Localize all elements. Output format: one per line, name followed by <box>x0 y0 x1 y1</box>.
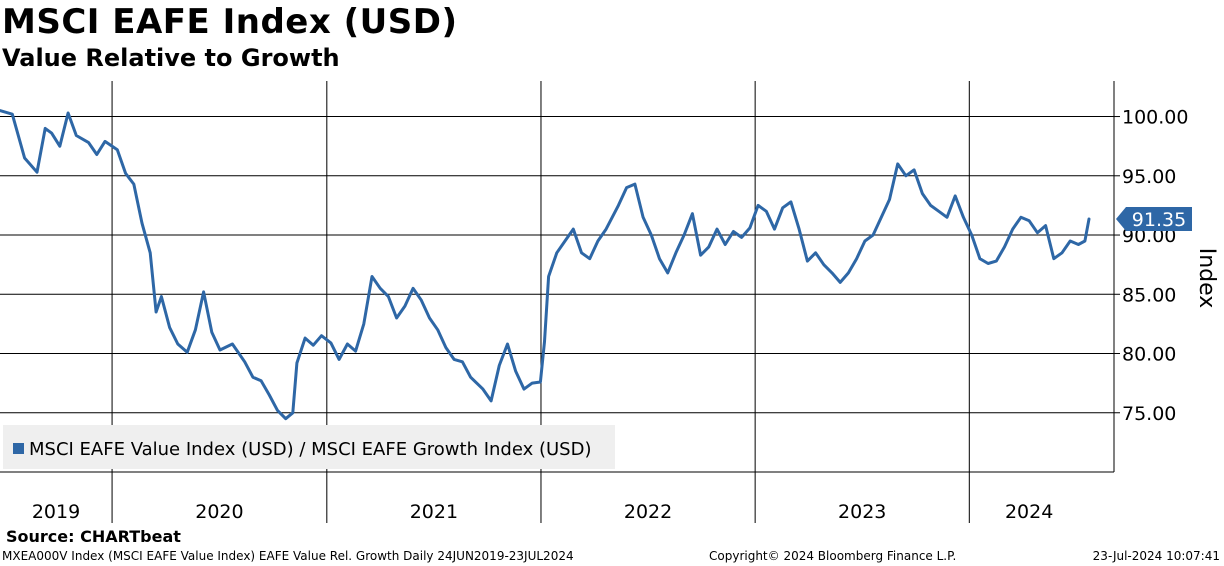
source-note: Source: CHARTbeat <box>6 527 181 546</box>
x-tick-label: 2020 <box>195 501 243 523</box>
last-value-label: 91.35 <box>1132 209 1186 231</box>
copyright: Copyright© 2024 Bloomberg Finance L.P. <box>709 549 957 563</box>
legend-entry: MSCI EAFE Value Index (USD) / MSCI EAFE … <box>29 439 591 460</box>
y-tick-label: 75.00 <box>1122 403 1176 425</box>
legend-swatch <box>13 443 24 454</box>
y-tick-label: 80.00 <box>1122 344 1176 366</box>
y-tick-label: 95.00 <box>1122 166 1176 188</box>
legend-box <box>3 425 615 469</box>
series-line <box>0 109 1091 421</box>
chart-title: MSCI EAFE Index (USD) <box>2 2 458 42</box>
ticker-info: MXEA000V Index (MSCI EAFE Value Index) E… <box>2 549 574 563</box>
y-tick-label: 85.00 <box>1122 284 1176 306</box>
last-value-badge <box>1116 207 1192 232</box>
line-chart: MSCI EAFE Value Index (USD) / MSCI EAFE … <box>0 81 1219 523</box>
y-axis-label: Index <box>1194 248 1219 309</box>
x-tick-label: 2021 <box>410 501 458 523</box>
y-tick-label: 100.00 <box>1122 107 1188 129</box>
x-tick-label: 2022 <box>624 501 672 523</box>
chart-subtitle: Value Relative to Growth <box>2 44 340 72</box>
x-tick-label: 2023 <box>838 501 886 523</box>
x-tick-label: 2019 <box>32 501 80 523</box>
x-tick-label: 2024 <box>1005 501 1053 523</box>
timestamp: 23-Jul-2024 10:07:41 <box>1092 549 1220 563</box>
